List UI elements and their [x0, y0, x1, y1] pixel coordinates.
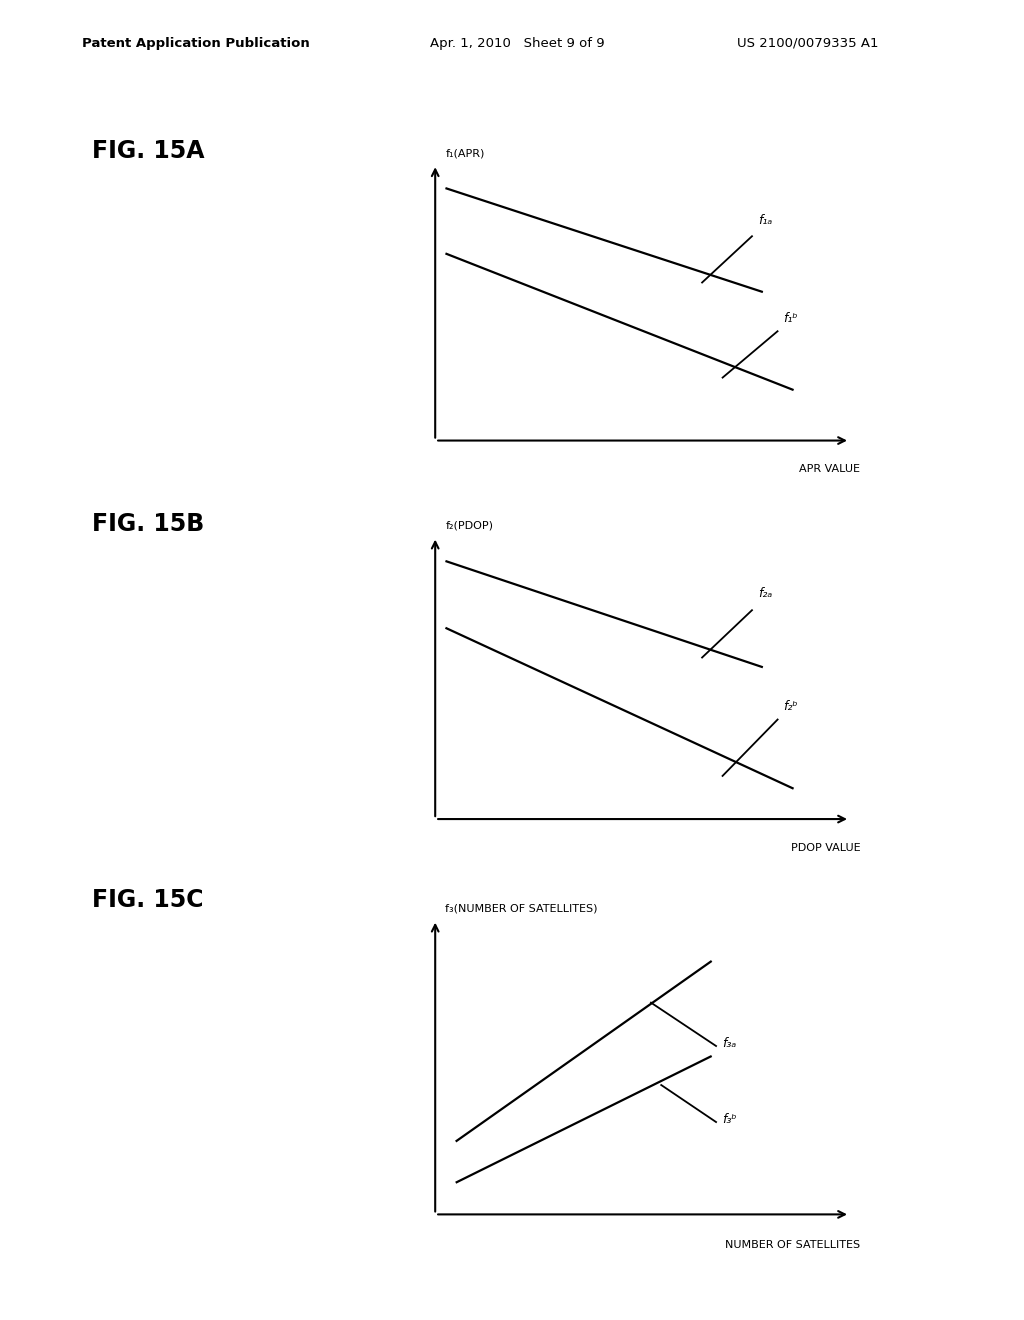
Text: f₃ᵇ: f₃ᵇ	[722, 1113, 736, 1126]
Text: f₁(APR): f₁(APR)	[445, 148, 484, 158]
Text: f₂ₐ: f₂ₐ	[758, 587, 772, 601]
Text: Apr. 1, 2010   Sheet 9 of 9: Apr. 1, 2010 Sheet 9 of 9	[430, 37, 605, 50]
Text: FIG. 15A: FIG. 15A	[92, 139, 205, 162]
Text: APR VALUE: APR VALUE	[799, 465, 860, 474]
Text: f₁ₐ: f₁ₐ	[758, 214, 772, 227]
Text: f₃(NUMBER OF SATELLITES): f₃(NUMBER OF SATELLITES)	[445, 903, 598, 913]
Text: f₃ₐ: f₃ₐ	[722, 1036, 736, 1049]
Text: FIG. 15C: FIG. 15C	[92, 888, 204, 912]
Text: f₂ᵇ: f₂ᵇ	[783, 700, 798, 713]
Text: NUMBER OF SATELLITES: NUMBER OF SATELLITES	[725, 1239, 860, 1250]
Text: Patent Application Publication: Patent Application Publication	[82, 37, 309, 50]
Text: f₂(PDOP): f₂(PDOP)	[445, 520, 494, 531]
Text: FIG. 15B: FIG. 15B	[92, 512, 205, 536]
Text: US 2100/0079335 A1: US 2100/0079335 A1	[737, 37, 879, 50]
Text: PDOP VALUE: PDOP VALUE	[791, 843, 860, 853]
Text: f₁ᵇ: f₁ᵇ	[783, 312, 798, 325]
